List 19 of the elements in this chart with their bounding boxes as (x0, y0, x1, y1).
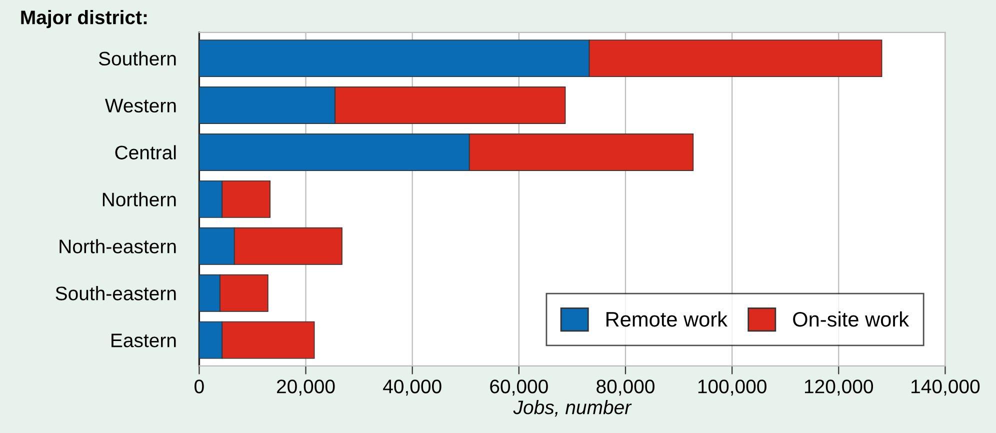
y-axis-title: Major district: (21, 10, 147, 28)
legend-label: On-site work (793, 311, 910, 327)
x-tick-label: 0 (194, 380, 204, 394)
y-tick-label: South-eastern (56, 286, 176, 300)
x-axis-title: Jobs, number (513, 400, 632, 417)
x-tick-label: 20,000 (277, 380, 335, 396)
y-tick-label: Central (115, 145, 176, 160)
x-tick-label: 100,000 (698, 380, 766, 396)
y-tick-label: Eastern (112, 334, 176, 348)
x-tick-label: 60,000 (490, 380, 548, 396)
y-tick-label: Western (105, 98, 176, 112)
legend-label: Remote work (606, 311, 728, 327)
y-tick-label: North-eastern (60, 239, 176, 254)
x-tick-label: 40,000 (383, 380, 442, 396)
x-tick-label: 140,000 (912, 380, 980, 396)
x-tick-label: 80,000 (596, 380, 654, 396)
y-tick-label: Southern (98, 51, 176, 66)
x-tick-label: 120,000 (804, 380, 874, 396)
y-tick-label: Northern (102, 192, 176, 206)
